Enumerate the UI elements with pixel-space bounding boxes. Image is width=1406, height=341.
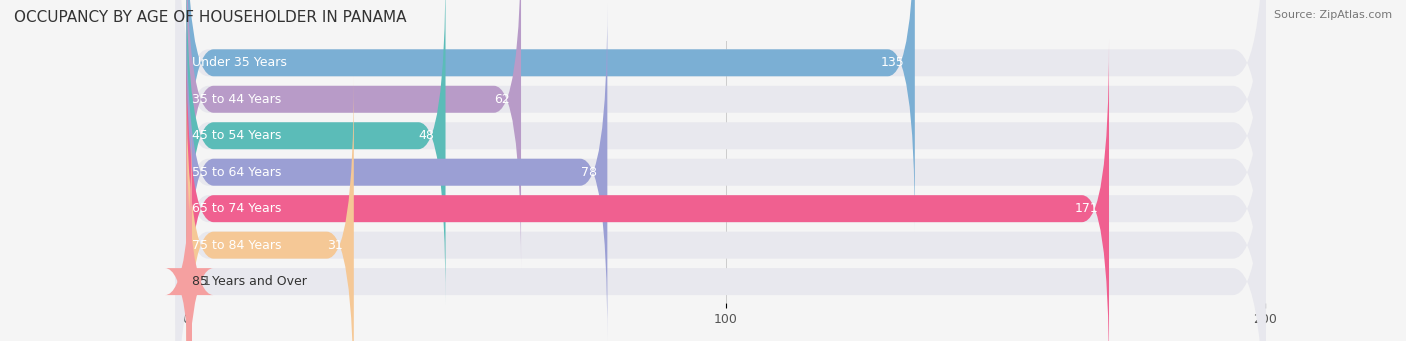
Text: Under 35 Years: Under 35 Years xyxy=(193,56,287,69)
FancyBboxPatch shape xyxy=(187,3,607,341)
FancyBboxPatch shape xyxy=(187,76,354,341)
FancyBboxPatch shape xyxy=(176,0,1265,305)
FancyBboxPatch shape xyxy=(187,0,522,268)
FancyBboxPatch shape xyxy=(187,0,446,305)
FancyBboxPatch shape xyxy=(176,76,1265,341)
FancyBboxPatch shape xyxy=(176,0,1265,341)
FancyBboxPatch shape xyxy=(176,40,1265,341)
FancyBboxPatch shape xyxy=(176,0,1265,268)
Text: 62: 62 xyxy=(495,93,510,106)
Text: 135: 135 xyxy=(880,56,904,69)
FancyBboxPatch shape xyxy=(165,113,214,341)
Text: 171: 171 xyxy=(1074,202,1098,215)
Text: 85 Years and Over: 85 Years and Over xyxy=(193,275,307,288)
Text: 55 to 64 Years: 55 to 64 Years xyxy=(193,166,281,179)
Text: 45 to 54 Years: 45 to 54 Years xyxy=(193,129,281,142)
Text: Source: ZipAtlas.com: Source: ZipAtlas.com xyxy=(1274,10,1392,20)
Text: 78: 78 xyxy=(581,166,596,179)
FancyBboxPatch shape xyxy=(176,3,1265,341)
Text: 75 to 84 Years: 75 to 84 Years xyxy=(193,239,281,252)
FancyBboxPatch shape xyxy=(187,0,915,232)
Text: 48: 48 xyxy=(419,129,434,142)
Text: 31: 31 xyxy=(328,239,343,252)
FancyBboxPatch shape xyxy=(187,40,1109,341)
Text: 65 to 74 Years: 65 to 74 Years xyxy=(193,202,281,215)
Text: OCCUPANCY BY AGE OF HOUSEHOLDER IN PANAMA: OCCUPANCY BY AGE OF HOUSEHOLDER IN PANAM… xyxy=(14,10,406,25)
Text: 1: 1 xyxy=(202,275,211,288)
Text: 35 to 44 Years: 35 to 44 Years xyxy=(193,93,281,106)
FancyBboxPatch shape xyxy=(176,0,1265,341)
